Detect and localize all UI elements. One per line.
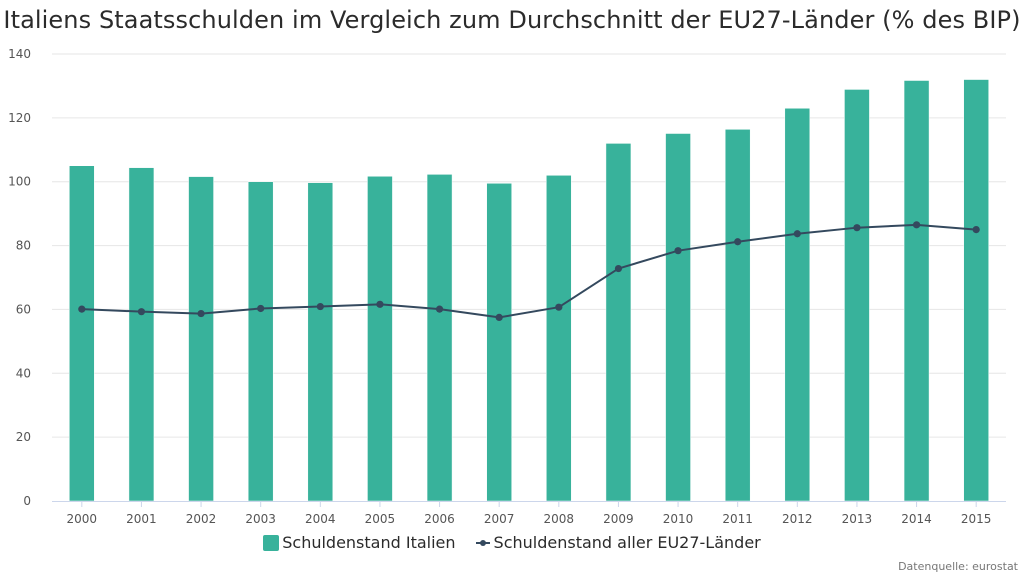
x-tick-label: 2000 [67,512,98,526]
y-tick-label: 0 [23,494,31,508]
line-point-2013[interactable] [853,224,861,232]
line-point-2012[interactable] [793,230,801,238]
line-series [78,221,980,322]
eu27-line [81,223,977,319]
legend-label-eu27: Schuldenstand aller EU27-Länder [493,533,761,552]
bar-2013[interactable] [844,89,870,502]
bar-2015[interactable] [963,79,989,502]
bar-2010[interactable] [665,133,691,502]
line-point-2000[interactable] [78,305,86,313]
y-tick-label: 140 [8,47,31,61]
legend-item-eu27[interactable]: Schuldenstand aller EU27-Länder [475,533,761,552]
line-point-2014[interactable] [912,221,921,229]
x-tick-label: 2002 [186,512,217,526]
line-point-2009[interactable] [614,264,623,273]
y-tick-label: 40 [16,366,31,380]
bar-2012[interactable] [784,108,811,502]
bar-2011[interactable] [724,129,751,502]
line-point-2002[interactable] [197,309,205,318]
x-axis: 2000 2001 2002 2003 2004 2005 2006 2007 2008 2009… [52,501,1006,526]
legend-line-marker-icon [475,538,490,548]
bar-2006[interactable] [426,174,453,502]
legend: Schuldenstand Italien Schuldenstand alle… [0,533,1024,552]
source-credit: Datenquelle: eurostat [898,560,1018,573]
legend-label-italy: Schuldenstand Italien [282,533,456,552]
line-point-2011[interactable] [734,238,742,246]
y-tick-label: 120 [8,111,31,125]
line-point-2001[interactable] [137,308,146,316]
bar-2001[interactable] [128,167,155,502]
bar-2014[interactable] [903,80,930,502]
x-tick-label: 2003 [245,512,276,526]
x-tick-label: 2011 [722,512,753,526]
bar-series [69,79,989,502]
line-point-2007[interactable] [495,313,503,322]
x-tick-label: 2005 [365,512,396,526]
bar-2008[interactable] [546,175,572,502]
bar-2009[interactable] [605,143,632,502]
y-tick-label: 20 [16,430,31,444]
bar-2002[interactable] [188,176,214,502]
line-point-2008[interactable] [555,303,563,311]
line-point-2006[interactable] [435,305,444,313]
line-point-2004[interactable] [316,302,324,311]
y-axis-ticks: 0 20 40 60 80 100 120 140 [8,47,31,508]
x-tick-label: 2001 [126,512,157,526]
bar-2003[interactable] [247,181,274,502]
bar-2005[interactable] [367,176,393,502]
line-point-2015[interactable] [972,226,980,234]
y-tick-label: 80 [16,239,31,253]
x-tick-label: 2008 [544,512,575,526]
bar-2004[interactable] [307,182,334,502]
x-tick-label: 2009 [603,512,634,526]
x-tick-label: 2007 [484,512,515,526]
bar-2000[interactable] [69,165,95,502]
y-tick-label: 100 [8,175,31,189]
x-tick-label: 2014 [901,512,932,526]
x-tick-label: 2004 [305,512,336,526]
x-tick-label: 2006 [424,512,455,526]
y-tick-label: 60 [16,302,31,316]
legend-item-italy[interactable]: Schuldenstand Italien [263,533,456,552]
legend-bar-swatch-icon [263,534,280,551]
x-tick-label: 2012 [782,512,813,526]
x-tick-label: 2013 [842,512,873,526]
line-point-2010[interactable] [674,247,682,255]
line-point-2003[interactable] [257,304,265,313]
x-tick-label: 2015 [961,512,992,526]
bar-2007[interactable] [486,183,512,502]
chart-title: Italiens Staatsschulden im Vergleich zum… [3,6,1021,34]
line-point-2005[interactable] [376,300,384,308]
x-tick-label: 2010 [663,512,694,526]
